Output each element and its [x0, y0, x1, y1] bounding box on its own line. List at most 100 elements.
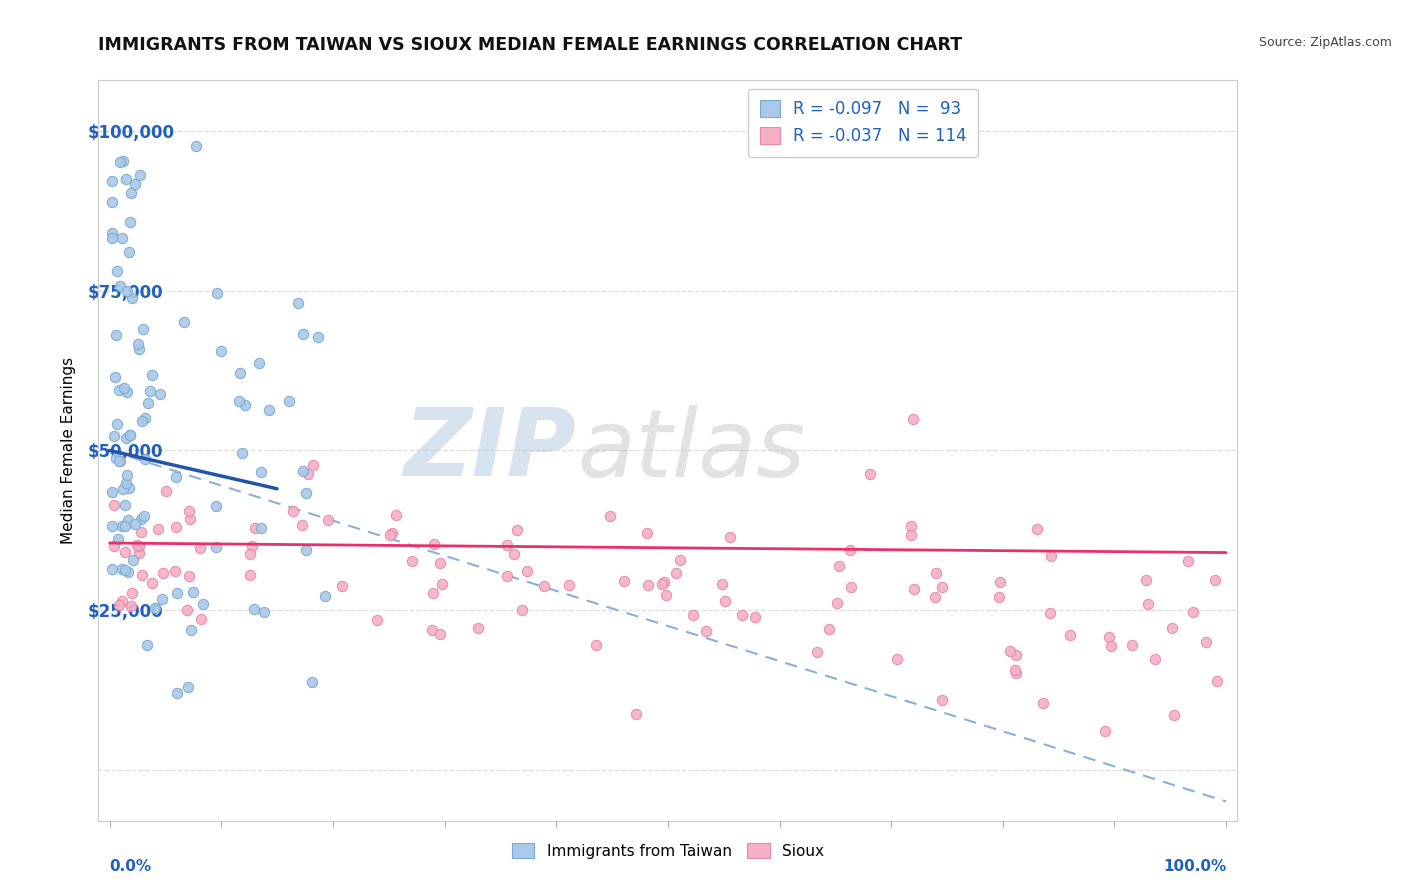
Point [152, 566, 174, 580]
Point [695, 624, 717, 638]
Point [111, 482, 134, 496]
Point [136, 396, 159, 410]
Point [1032, 696, 1054, 710]
Point [401, 554, 423, 568]
Point [1039, 606, 1062, 620]
Point [120, 599, 142, 613]
Point [1025, 522, 1047, 536]
Point [998, 644, 1021, 658]
Point [163, 564, 186, 578]
Point [177, 680, 200, 694]
Point [828, 559, 851, 574]
Text: 100.0%: 100.0% [1163, 859, 1226, 874]
Point [332, 579, 354, 593]
Point [129, 169, 152, 183]
Point [257, 403, 280, 417]
Point [558, 578, 581, 592]
Text: 0.0%: 0.0% [110, 859, 152, 874]
Point [378, 528, 401, 542]
Point [239, 547, 262, 561]
Point [155, 484, 177, 499]
Point [181, 585, 204, 599]
Point [1040, 549, 1063, 564]
Point [121, 586, 143, 600]
Point [1098, 630, 1121, 644]
Point [114, 498, 136, 512]
Point [711, 577, 734, 591]
Point [180, 623, 202, 637]
Point [165, 520, 187, 534]
Point [385, 508, 408, 522]
Point [117, 566, 139, 580]
Text: atlas: atlas [576, 405, 806, 496]
Point [669, 552, 692, 566]
Point [292, 463, 315, 477]
Point [900, 528, 922, 542]
Point [1004, 663, 1026, 677]
Point [134, 452, 156, 467]
Point [117, 468, 139, 483]
Point [637, 577, 659, 591]
Point [925, 566, 948, 580]
Point [101, 231, 124, 245]
Point [209, 343, 232, 358]
Point [291, 326, 314, 341]
Point [496, 569, 519, 583]
Point [131, 512, 153, 526]
Point [931, 580, 953, 594]
Point [190, 612, 212, 626]
Point [110, 454, 132, 468]
Point [108, 155, 131, 169]
Point [132, 322, 155, 336]
Point [205, 540, 228, 554]
Point [166, 686, 188, 700]
Point [128, 342, 150, 356]
Point [125, 538, 148, 552]
Point [129, 524, 152, 539]
Point [1099, 639, 1122, 653]
Point [149, 387, 172, 401]
Point [900, 519, 922, 533]
Point [150, 591, 173, 606]
Point [148, 522, 170, 536]
Point [114, 563, 136, 577]
Point [132, 508, 155, 523]
Point [1144, 652, 1167, 666]
Point [1005, 648, 1028, 662]
Point [1204, 574, 1226, 588]
Point [422, 586, 444, 600]
Point [115, 385, 138, 400]
Point [429, 556, 451, 570]
Point [510, 603, 533, 617]
Point [1160, 622, 1182, 636]
Point [281, 504, 304, 518]
Point [1194, 635, 1216, 649]
Point [118, 244, 141, 259]
Point [107, 532, 129, 546]
Point [127, 337, 149, 351]
Point [585, 639, 607, 653]
Point [495, 538, 517, 552]
Point [366, 613, 388, 627]
Point [131, 568, 153, 582]
Point [903, 582, 925, 596]
Point [624, 706, 647, 721]
Point [141, 368, 163, 382]
Point [179, 569, 201, 583]
Point [115, 475, 138, 490]
Text: IMMIGRANTS FROM TAIWAN VS SIOUX MEDIAN FEMALE EARNINGS CORRELATION CHART: IMMIGRANTS FROM TAIWAN VS SIOUX MEDIAN F… [98, 36, 963, 54]
Point [839, 581, 862, 595]
Point [115, 284, 138, 298]
Point [114, 518, 136, 533]
Point [228, 394, 250, 409]
Point [128, 546, 150, 560]
Point [806, 645, 828, 659]
Point [111, 518, 134, 533]
Point [120, 428, 142, 442]
Point [111, 561, 134, 575]
Point [120, 215, 142, 229]
Point [423, 537, 446, 551]
Point [506, 523, 529, 537]
Point [108, 278, 131, 293]
Point [128, 539, 150, 553]
